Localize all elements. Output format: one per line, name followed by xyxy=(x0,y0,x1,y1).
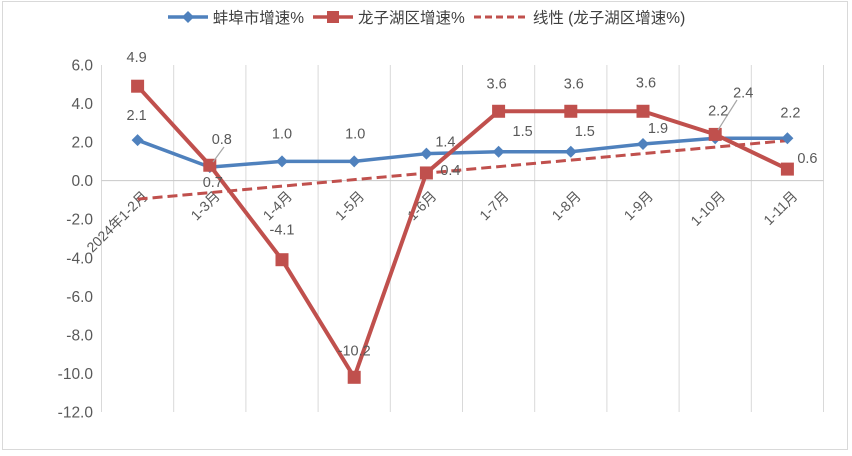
x-axis-category-label: 1-10月 xyxy=(687,188,728,229)
legend-label-bengbu: 蚌埠市增速% xyxy=(212,10,305,27)
data-label: 1.5 xyxy=(513,124,533,140)
x-axis-category-label: 1-4月 xyxy=(260,188,296,224)
data-label: 4.9 xyxy=(127,50,147,66)
data-label: 2.2 xyxy=(708,103,728,119)
series-marker-diamond xyxy=(492,145,505,158)
legend-marker-0 xyxy=(181,11,194,23)
y-axis-tick-label: 2.0 xyxy=(71,135,93,152)
data-label: 0.8 xyxy=(212,132,232,148)
data-label: 1.0 xyxy=(345,126,365,142)
series-marker-square xyxy=(708,127,722,141)
y-axis-tick-label: 0.0 xyxy=(71,173,93,190)
trendline xyxy=(137,139,788,201)
y-axis-tick-label: -12.0 xyxy=(58,405,94,422)
legend-item-bengbu[interactable]: 蚌埠市增速% xyxy=(167,6,304,28)
series-line-1 xyxy=(136,84,789,380)
series-marker-square xyxy=(780,162,794,176)
series-marker-square xyxy=(131,79,145,93)
x-axis-category-label: 1-5月 xyxy=(332,188,368,224)
data-label: 3.6 xyxy=(487,76,507,92)
series-marker-diamond xyxy=(637,138,649,151)
legend-label-longzihu: 龙子湖区增速% xyxy=(358,10,465,27)
y-axis-tick-label: -4.0 xyxy=(66,250,93,267)
y-axis-tick-label: -8.0 xyxy=(66,327,93,344)
data-label: 1.9 xyxy=(648,121,668,137)
x-axis-category-label: 1-8月 xyxy=(548,188,584,224)
data-label: 2.4 xyxy=(733,85,753,101)
series-marker-diamond xyxy=(276,155,288,168)
series-marker-square xyxy=(419,166,433,180)
data-label: -10.2 xyxy=(338,343,371,359)
legend-item-trendline[interactable]: 线性 (龙子湖区增速%) xyxy=(473,6,685,28)
label-leader-line xyxy=(212,146,225,163)
series-line-0 xyxy=(136,136,788,169)
series-marker-diamond xyxy=(564,145,577,158)
legend-item-longzihu[interactable]: 龙子湖区增速% xyxy=(312,6,465,28)
line-diamond-marker-icon xyxy=(167,11,208,23)
series-marker-square xyxy=(347,370,361,384)
legend-label-trendline: 线性 (龙子湖区增速%) xyxy=(532,10,686,27)
y-axis-tick-label: -10.0 xyxy=(58,366,94,383)
data-label: -4.1 xyxy=(270,223,295,239)
series-marker-diamond xyxy=(420,147,433,160)
y-axis-tick-label: 4.0 xyxy=(71,96,93,113)
data-label: 0.6 xyxy=(797,151,817,167)
y-axis-tick-label: 6.0 xyxy=(71,58,93,75)
y-axis-tick-label: -6.0 xyxy=(66,289,93,306)
series-marker-square xyxy=(636,104,650,118)
dashed-line-icon xyxy=(473,15,528,19)
data-label: 2.2 xyxy=(780,105,800,121)
x-axis-category-label: 1-11月 xyxy=(760,188,800,228)
series-marker-square xyxy=(492,104,506,118)
chart-frame xyxy=(2,1,848,450)
label-leader-line xyxy=(717,99,738,131)
data-label: 1.4 xyxy=(435,135,455,151)
data-label: 1.0 xyxy=(272,126,292,142)
series-marker-diamond xyxy=(781,132,794,145)
data-label: 3.6 xyxy=(636,75,656,91)
x-axis-category-label: 1-7月 xyxy=(476,188,512,224)
legend-marker-1 xyxy=(327,11,340,23)
data-label: 0.4 xyxy=(440,163,460,179)
series-marker-diamond xyxy=(131,134,144,147)
series-marker-diamond xyxy=(348,155,361,168)
chart-legend: 蚌埠市增速% 龙子湖区增速% 线性 (龙子湖区增速%) xyxy=(0,6,852,28)
data-label: 0.7 xyxy=(203,175,223,191)
series-marker-square xyxy=(275,253,289,267)
series-marker-square xyxy=(564,104,578,118)
data-label: 1.5 xyxy=(575,124,595,140)
data-label: 2.1 xyxy=(127,108,147,124)
data-label: 3.6 xyxy=(564,76,584,92)
line-square-marker-icon xyxy=(313,11,354,23)
y-axis-tick-label: -2.0 xyxy=(66,212,93,229)
x-axis-category-label: 1-9月 xyxy=(621,188,657,224)
